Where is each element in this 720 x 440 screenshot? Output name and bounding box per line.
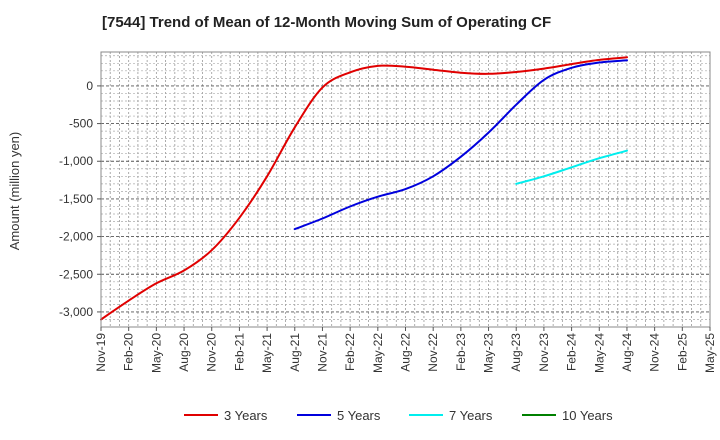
- series-line-5-years: [293, 59, 628, 231]
- x-tick-label: Nov-22: [426, 333, 440, 372]
- legend-label-3-years: 3 Years: [224, 408, 268, 423]
- plot-lines: [100, 56, 628, 321]
- grid: [100, 52, 711, 327]
- series-line-3-years: [100, 56, 628, 321]
- series-line-7-years: [515, 149, 628, 185]
- legend: 3 Years 5 Years 7 Years 10 Years: [184, 408, 613, 423]
- y-axis-ticks: 0 -500 -1,000 -1,500 -2,000 -2,500 -3,000: [59, 79, 101, 319]
- y-tick-label: -2,000: [59, 230, 93, 244]
- x-tick-label: May-22: [371, 333, 385, 373]
- x-axis-ticks: Nov-19 Feb-20 May-20 Aug-20 Nov-20 Feb-21 May-…: [94, 327, 717, 373]
- y-tick-label: -1,000: [59, 154, 93, 168]
- x-tick-label: Nov-21: [315, 333, 329, 372]
- x-tick-label: Feb-21: [232, 333, 246, 371]
- y-axis-title: Amount (million yen): [7, 132, 22, 251]
- x-tick-label: Nov-23: [537, 333, 551, 372]
- y-tick-label: -3,000: [59, 305, 93, 319]
- chart-title: [7544] Trend of Mean of 12-Month Moving …: [102, 14, 551, 31]
- x-tick-label: May-20: [149, 333, 163, 373]
- x-tick-label: Nov-24: [648, 333, 662, 372]
- x-tick-label: Aug-23: [509, 333, 523, 372]
- x-tick-label: Feb-24: [565, 333, 579, 371]
- y-tick-label: 0: [86, 79, 93, 93]
- x-tick-label: Nov-20: [205, 333, 219, 372]
- y-tick-label: -500: [69, 117, 93, 131]
- legend-label-10-years: 10 Years: [562, 408, 613, 423]
- legend-label-7-years: 7 Years: [449, 408, 493, 423]
- y-tick-label: -1,500: [59, 192, 93, 206]
- x-tick-label: Aug-22: [399, 333, 413, 372]
- x-tick-label: Nov-19: [94, 333, 108, 372]
- x-tick-label: May-21: [260, 333, 274, 373]
- y-tick-label: -2,500: [59, 267, 93, 281]
- x-tick-label: Feb-20: [122, 333, 136, 371]
- legend-label-5-years: 5 Years: [337, 408, 381, 423]
- x-tick-label: Aug-20: [177, 333, 191, 372]
- x-tick-label: Aug-24: [620, 333, 634, 372]
- x-tick-label: Feb-22: [343, 333, 357, 371]
- x-tick-label: Feb-25: [675, 333, 689, 371]
- x-tick-label: May-23: [482, 333, 496, 373]
- x-tick-label: May-24: [592, 333, 606, 373]
- x-tick-label: Aug-21: [288, 333, 302, 372]
- x-tick-label: May-25: [703, 333, 717, 373]
- x-tick-label: Feb-23: [454, 333, 468, 371]
